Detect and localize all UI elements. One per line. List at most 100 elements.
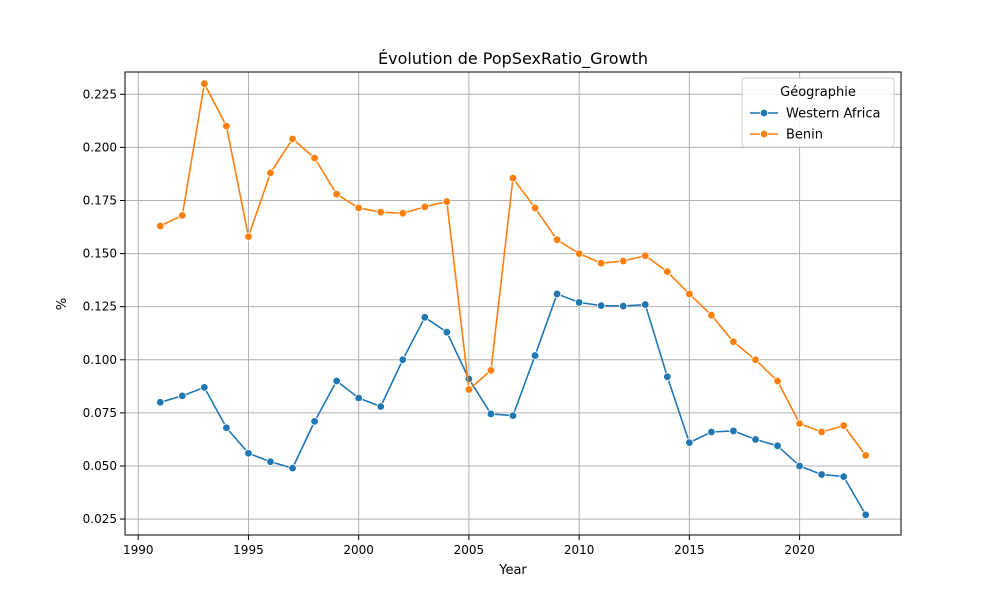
series-benin: [156, 79, 870, 460]
data-point-benin: [552, 235, 562, 244]
data-point-western-africa: [398, 355, 407, 364]
data-point-benin: [861, 451, 870, 460]
data-point-benin: [332, 189, 341, 199]
data-point-western-africa: [266, 457, 275, 466]
data-point-benin: [398, 209, 407, 218]
axes: 1990 1995 2000 2005 2010 2015 2020 0.025 0.050 0.…: [83, 87, 815, 557]
data-point-western-africa: [729, 426, 738, 436]
data-point-western-africa: [619, 301, 628, 311]
data-point-western-africa: [508, 411, 518, 420]
plot-frame: [124, 71, 902, 536]
legend: Géographie Western Africa Benin: [741, 77, 895, 148]
legend-item-benin: Benin: [750, 128, 823, 143]
series-line-western-africa: [160, 293, 867, 516]
data-point-western-africa: [178, 391, 187, 401]
data-point-benin: [574, 249, 584, 258]
legend-title: Géographie: [780, 85, 856, 100]
data-point-western-africa: [574, 298, 584, 307]
x-tick-label: 1995: [233, 543, 264, 557]
data-point-benin: [751, 355, 760, 364]
series-layer: [156, 79, 870, 520]
data-point-benin: [508, 173, 518, 183]
data-point-western-africa: [707, 427, 716, 437]
data-point-benin: [663, 267, 672, 276]
data-point-benin: [464, 385, 474, 394]
data-point-western-africa: [222, 423, 231, 432]
data-point-western-africa: [839, 472, 848, 481]
y-tick-label: 0.125: [83, 300, 117, 314]
x-tick-label: 2005: [454, 543, 485, 557]
data-point-benin: [530, 203, 540, 213]
data-point-western-africa: [288, 463, 297, 473]
data-point-benin: [839, 421, 848, 430]
data-point-western-africa: [795, 461, 804, 471]
data-point-benin: [310, 153, 319, 163]
y-tick-label: 0.225: [83, 87, 117, 101]
y-tick-label: 0.025: [83, 512, 117, 526]
data-point-benin: [486, 366, 496, 375]
legend-box: [741, 77, 895, 148]
data-point-benin: [266, 168, 275, 178]
data-point-benin: [288, 134, 297, 144]
legend-item-western-africa: Western Africa: [750, 107, 881, 122]
data-point-western-africa: [486, 409, 496, 419]
x-tick-label: 2015: [674, 543, 705, 557]
data-point-benin: [817, 427, 826, 437]
data-point-western-africa: [310, 417, 319, 426]
data-point-benin: [376, 207, 385, 217]
y-axis-label: %: [55, 298, 70, 310]
data-point-western-africa: [442, 327, 452, 337]
y-tick-label: 0.075: [83, 406, 117, 420]
data-point-western-africa: [420, 313, 430, 322]
chart-title: Évolution de PopSexRatio_Growth: [378, 49, 648, 69]
data-point-benin: [178, 211, 187, 220]
x-tick-label: 2000: [343, 543, 374, 557]
data-point-benin: [707, 310, 716, 320]
series-western-africa: [156, 289, 870, 520]
data-point-benin: [596, 258, 606, 268]
data-point-western-africa: [817, 470, 826, 479]
data-point-western-africa: [685, 438, 694, 447]
x-tick-label: 1990: [123, 543, 154, 557]
data-point-western-africa: [663, 372, 672, 381]
data-point-benin: [619, 256, 628, 266]
y-tick-label: 0.100: [83, 353, 117, 367]
data-point-western-africa: [156, 398, 165, 407]
legend-label: Benin: [786, 128, 823, 143]
x-axis-label: Year: [498, 563, 527, 578]
data-point-benin: [773, 376, 782, 386]
data-point-western-africa: [596, 301, 606, 310]
data-point-western-africa: [464, 374, 474, 384]
data-point-benin: [200, 79, 209, 88]
gridlines: [125, 72, 901, 535]
data-point-benin: [795, 419, 804, 428]
y-tick-label: 0.200: [83, 140, 117, 154]
data-point-benin: [641, 251, 650, 260]
data-point-western-africa: [376, 402, 385, 411]
data-point-western-africa: [530, 351, 540, 360]
data-point-western-africa: [354, 393, 363, 403]
data-point-western-africa: [244, 449, 253, 458]
data-point-benin: [685, 289, 694, 299]
data-point-benin: [156, 221, 165, 231]
legend-label: Western Africa: [786, 107, 881, 122]
data-point-benin: [354, 203, 363, 213]
data-point-western-africa: [773, 441, 782, 450]
data-point-benin: [729, 337, 738, 346]
data-point-benin: [244, 232, 253, 241]
legend-items: Western Africa Benin: [750, 107, 881, 143]
data-point-western-africa: [332, 376, 341, 386]
data-point-western-africa: [751, 435, 760, 444]
x-tick-label: 2020: [784, 543, 815, 557]
data-point-western-africa: [200, 383, 209, 392]
data-point-benin: [442, 197, 452, 206]
data-point-western-africa: [641, 300, 650, 309]
legend-swatch-marker: [759, 129, 769, 139]
data-point-benin: [420, 202, 430, 212]
legend-swatch-marker: [759, 108, 769, 118]
data-point-western-africa: [861, 510, 870, 520]
y-tick-label: 0.150: [83, 247, 117, 261]
y-tick-label: 0.050: [83, 459, 117, 473]
